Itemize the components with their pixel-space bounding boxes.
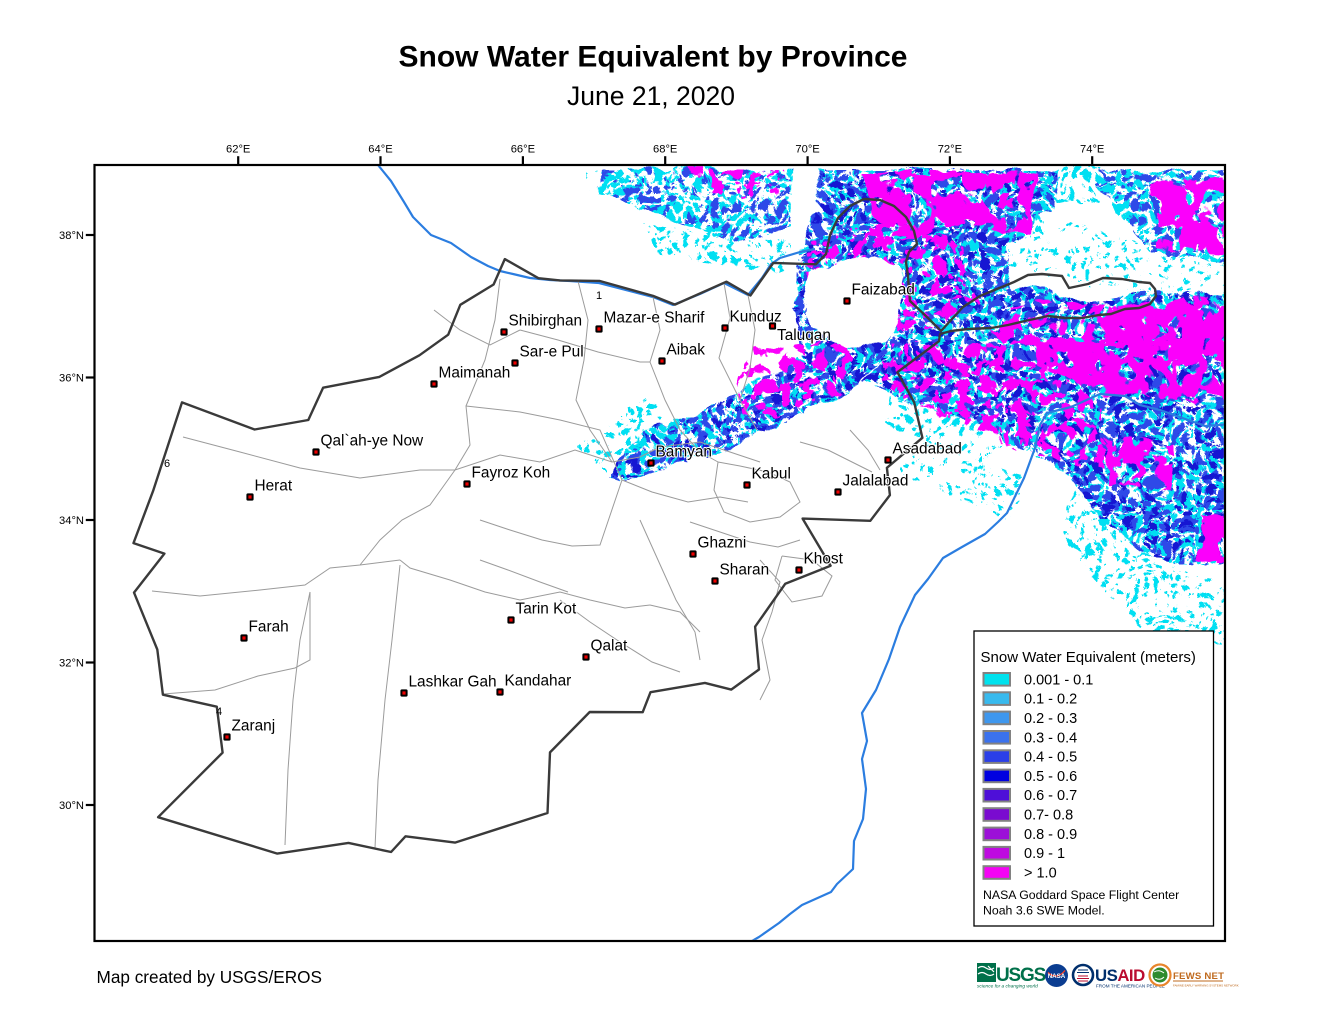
svg-text:34°N: 34°N [59, 515, 84, 527]
svg-text:FEWS NET: FEWS NET [1173, 971, 1224, 982]
svg-text:30°N: 30°N [59, 800, 84, 812]
svg-text:NASA: NASA [1048, 973, 1066, 980]
svg-text:Qalat: Qalat [591, 638, 629, 655]
svg-text:Noah 3.6 SWE Model.: Noah 3.6 SWE Model. [983, 904, 1105, 918]
svg-text:Asadabad: Asadabad [893, 441, 962, 458]
svg-text:0.4 - 0.5: 0.4 - 0.5 [1024, 750, 1077, 766]
svg-text:Kandahar: Kandahar [505, 673, 572, 690]
svg-text:Fayroz Koh: Fayroz Koh [472, 465, 551, 482]
svg-text:1: 1 [596, 290, 602, 302]
svg-text:70°E: 70°E [795, 144, 819, 156]
svg-text:36°N: 36°N [59, 373, 84, 385]
svg-text:72°E: 72°E [938, 144, 962, 156]
svg-text:USAID: USAID [1095, 966, 1145, 985]
svg-text:4: 4 [216, 706, 222, 718]
svg-text:Snow Water Equivalent by Provi: Snow Water Equivalent by Province [398, 41, 907, 74]
svg-text:Tarin Kot: Tarin Kot [516, 601, 577, 618]
svg-text:science for a changing world: science for a changing world [977, 984, 1038, 990]
svg-text:6: 6 [164, 458, 170, 470]
svg-text:0.5 - 0.6: 0.5 - 0.6 [1024, 769, 1077, 785]
svg-text:68°E: 68°E [653, 144, 677, 156]
svg-text:0.1 - 0.2: 0.1 - 0.2 [1024, 692, 1077, 708]
svg-text:0.3 - 0.4: 0.3 - 0.4 [1024, 730, 1077, 746]
svg-text:Jalalabad: Jalalabad [843, 473, 909, 490]
svg-text:Shibirghan: Shibirghan [509, 313, 583, 330]
svg-text:0.6 - 0.7: 0.6 - 0.7 [1024, 788, 1077, 804]
svg-text:Mazar-e Sharif: Mazar-e Sharif [604, 310, 706, 327]
svg-text:FAMINE EARLY WARNING SYSTEMS N: FAMINE EARLY WARNING SYSTEMS NETWORK [1173, 984, 1239, 988]
svg-text:Kunduz: Kunduz [730, 309, 782, 326]
svg-text:0.9 - 1: 0.9 - 1 [1024, 846, 1065, 862]
svg-text:Sharan: Sharan [720, 562, 770, 579]
svg-text:Ghazni: Ghazni [698, 535, 747, 552]
svg-text:32°N: 32°N [59, 658, 84, 670]
svg-text:NASA Goddard Space Flight Cent: NASA Goddard Space Flight Center [983, 888, 1179, 902]
svg-text:Sar-e Pul: Sar-e Pul [520, 344, 584, 361]
svg-text:64°E: 64°E [368, 144, 392, 156]
svg-text:Qal`ah-ye Now: Qal`ah-ye Now [321, 433, 425, 450]
svg-text:0.001 - 0.1: 0.001 - 0.1 [1024, 672, 1093, 688]
svg-text:Zaranj: Zaranj [232, 718, 276, 735]
svg-text:Kabul: Kabul [752, 466, 791, 483]
svg-text:June 21, 2020: June 21, 2020 [567, 81, 735, 111]
svg-text:Herat: Herat [255, 478, 293, 495]
svg-text:Map created by USGS/EROS: Map created by USGS/EROS [97, 967, 322, 987]
svg-text:66°E: 66°E [511, 144, 535, 156]
svg-text:Maimanah: Maimanah [439, 365, 511, 382]
svg-text:Snow Water Equivalent (meters): Snow Water Equivalent (meters) [981, 649, 1196, 666]
svg-text:62°E: 62°E [226, 144, 250, 156]
svg-text:0.2 - 0.3: 0.2 - 0.3 [1024, 711, 1077, 727]
svg-text:FROM THE AMERICAN PEOPLE: FROM THE AMERICAN PEOPLE [1096, 984, 1165, 989]
svg-text:38°N: 38°N [59, 230, 84, 242]
svg-text:Taluqan: Taluqan [777, 327, 831, 344]
svg-text:Bamyan: Bamyan [656, 444, 712, 461]
svg-text:> 1.0: > 1.0 [1024, 866, 1057, 882]
svg-text:Aibak: Aibak [667, 342, 706, 359]
svg-text:Faizabad: Faizabad [852, 282, 915, 299]
svg-text:Farah: Farah [249, 619, 289, 636]
svg-text:USGS: USGS [996, 965, 1046, 986]
svg-text:Khost: Khost [804, 551, 844, 568]
svg-text:Lashkar Gah: Lashkar Gah [409, 674, 497, 691]
svg-text:0.7- 0.8: 0.7- 0.8 [1024, 808, 1073, 824]
svg-text:74°E: 74°E [1080, 144, 1104, 156]
svg-text:0.8 - 0.9: 0.8 - 0.9 [1024, 827, 1077, 843]
